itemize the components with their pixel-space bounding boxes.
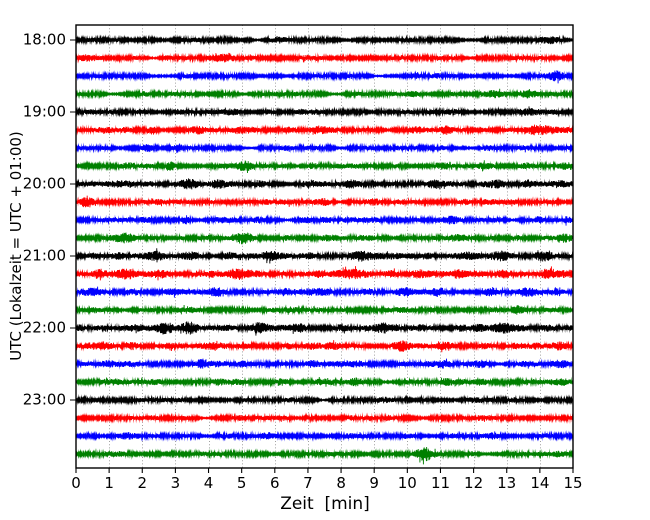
y-tick-label-22-00: 22:00 xyxy=(22,318,66,337)
y-tick-label-23-00: 23:00 xyxy=(22,390,66,409)
x-tick-label-0: 0 xyxy=(71,474,81,492)
x-tick-label-6: 6 xyxy=(270,474,280,492)
x-tick-label-9: 9 xyxy=(369,474,379,492)
x-tick-label-3: 3 xyxy=(170,474,181,492)
x-axis-label: Zeit [min] xyxy=(280,494,370,514)
x-tick-label-12: 12 xyxy=(464,474,484,492)
x-tick-label-5: 5 xyxy=(236,474,247,492)
x-tick-label-15: 15 xyxy=(563,474,583,492)
y-tick-label-19-00: 19:00 xyxy=(22,102,66,121)
x-tick-label-11: 11 xyxy=(430,474,451,492)
y-tick-label-18-00: 18:00 xyxy=(22,30,66,49)
y-tick-label-21-00: 21:00 xyxy=(22,246,66,265)
x-tick-label-4: 4 xyxy=(203,474,214,492)
y-tick-label-20-00: 20:00 xyxy=(22,174,66,193)
y-axis-label: UTC (Lokalzeit = UTC + 01:00) xyxy=(7,131,25,361)
x-tick-label-1: 1 xyxy=(104,474,114,492)
x-tick-label-8: 8 xyxy=(336,474,346,492)
x-tick-label-7: 7 xyxy=(303,474,313,492)
x-tick-label-2: 2 xyxy=(137,474,148,492)
x-tick-label-13: 13 xyxy=(497,474,517,492)
x-tick-label-10: 10 xyxy=(397,474,417,492)
x-tick-label-14: 14 xyxy=(530,474,550,492)
